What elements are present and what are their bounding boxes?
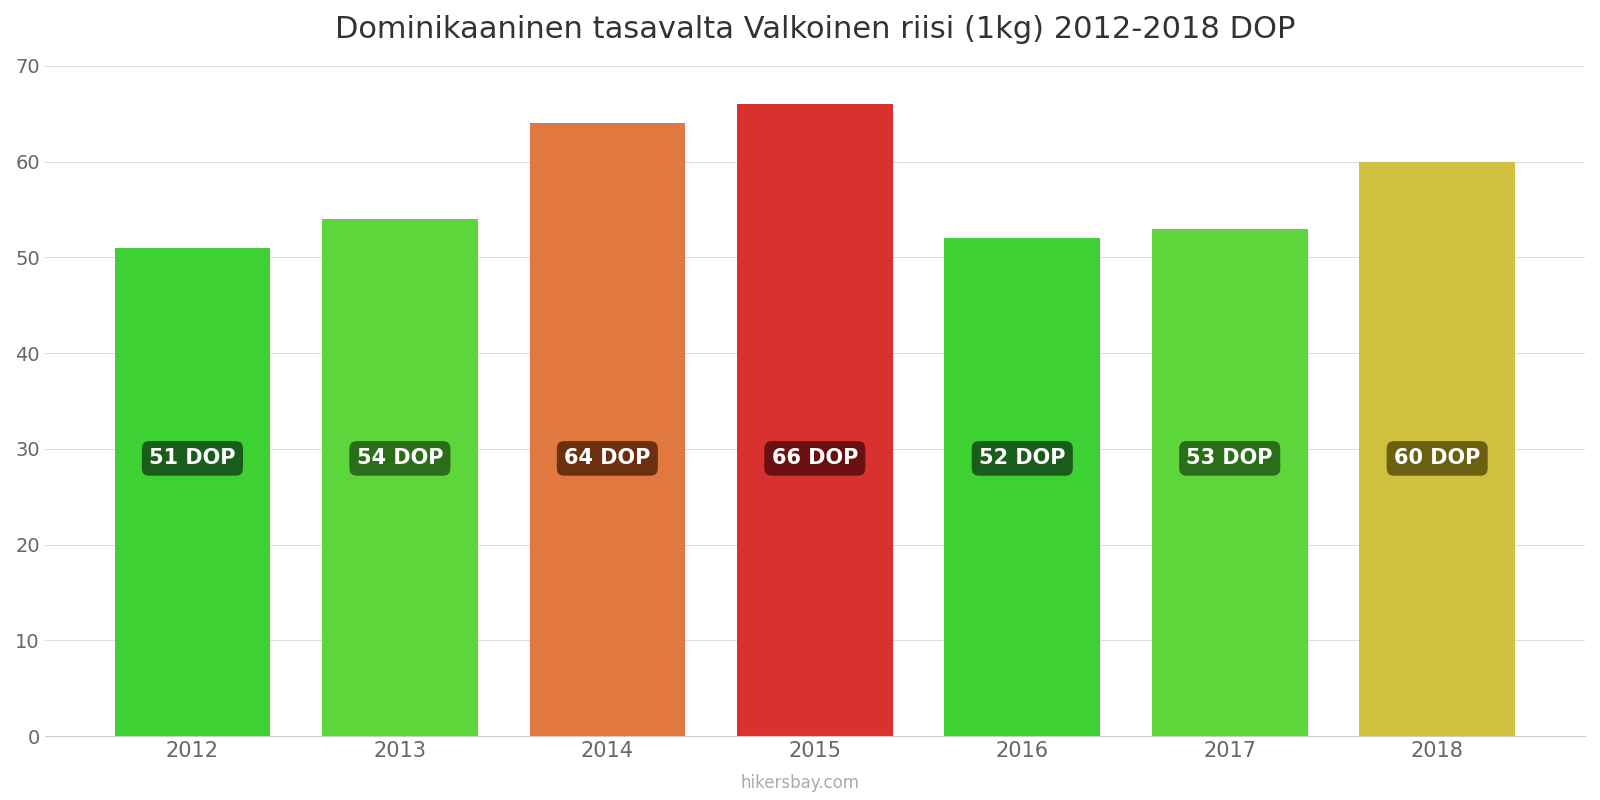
Text: 60 DOP: 60 DOP <box>1394 449 1480 469</box>
Bar <box>530 123 685 736</box>
Text: 53 DOP: 53 DOP <box>1187 449 1274 469</box>
Text: 64 DOP: 64 DOP <box>565 449 651 469</box>
Text: 52 DOP: 52 DOP <box>979 449 1066 469</box>
Bar <box>1152 229 1307 736</box>
Text: 66 DOP: 66 DOP <box>771 449 858 469</box>
Bar <box>944 238 1101 736</box>
Bar <box>738 104 893 736</box>
Bar <box>322 219 478 736</box>
Bar <box>115 248 270 736</box>
Title: Dominikaaninen tasavalta Valkoinen riisi (1kg) 2012-2018 DOP: Dominikaaninen tasavalta Valkoinen riisi… <box>334 15 1294 44</box>
Text: 54 DOP: 54 DOP <box>357 449 443 469</box>
Bar <box>1360 162 1515 736</box>
Text: 51 DOP: 51 DOP <box>149 449 235 469</box>
Text: hikersbay.com: hikersbay.com <box>741 774 859 792</box>
